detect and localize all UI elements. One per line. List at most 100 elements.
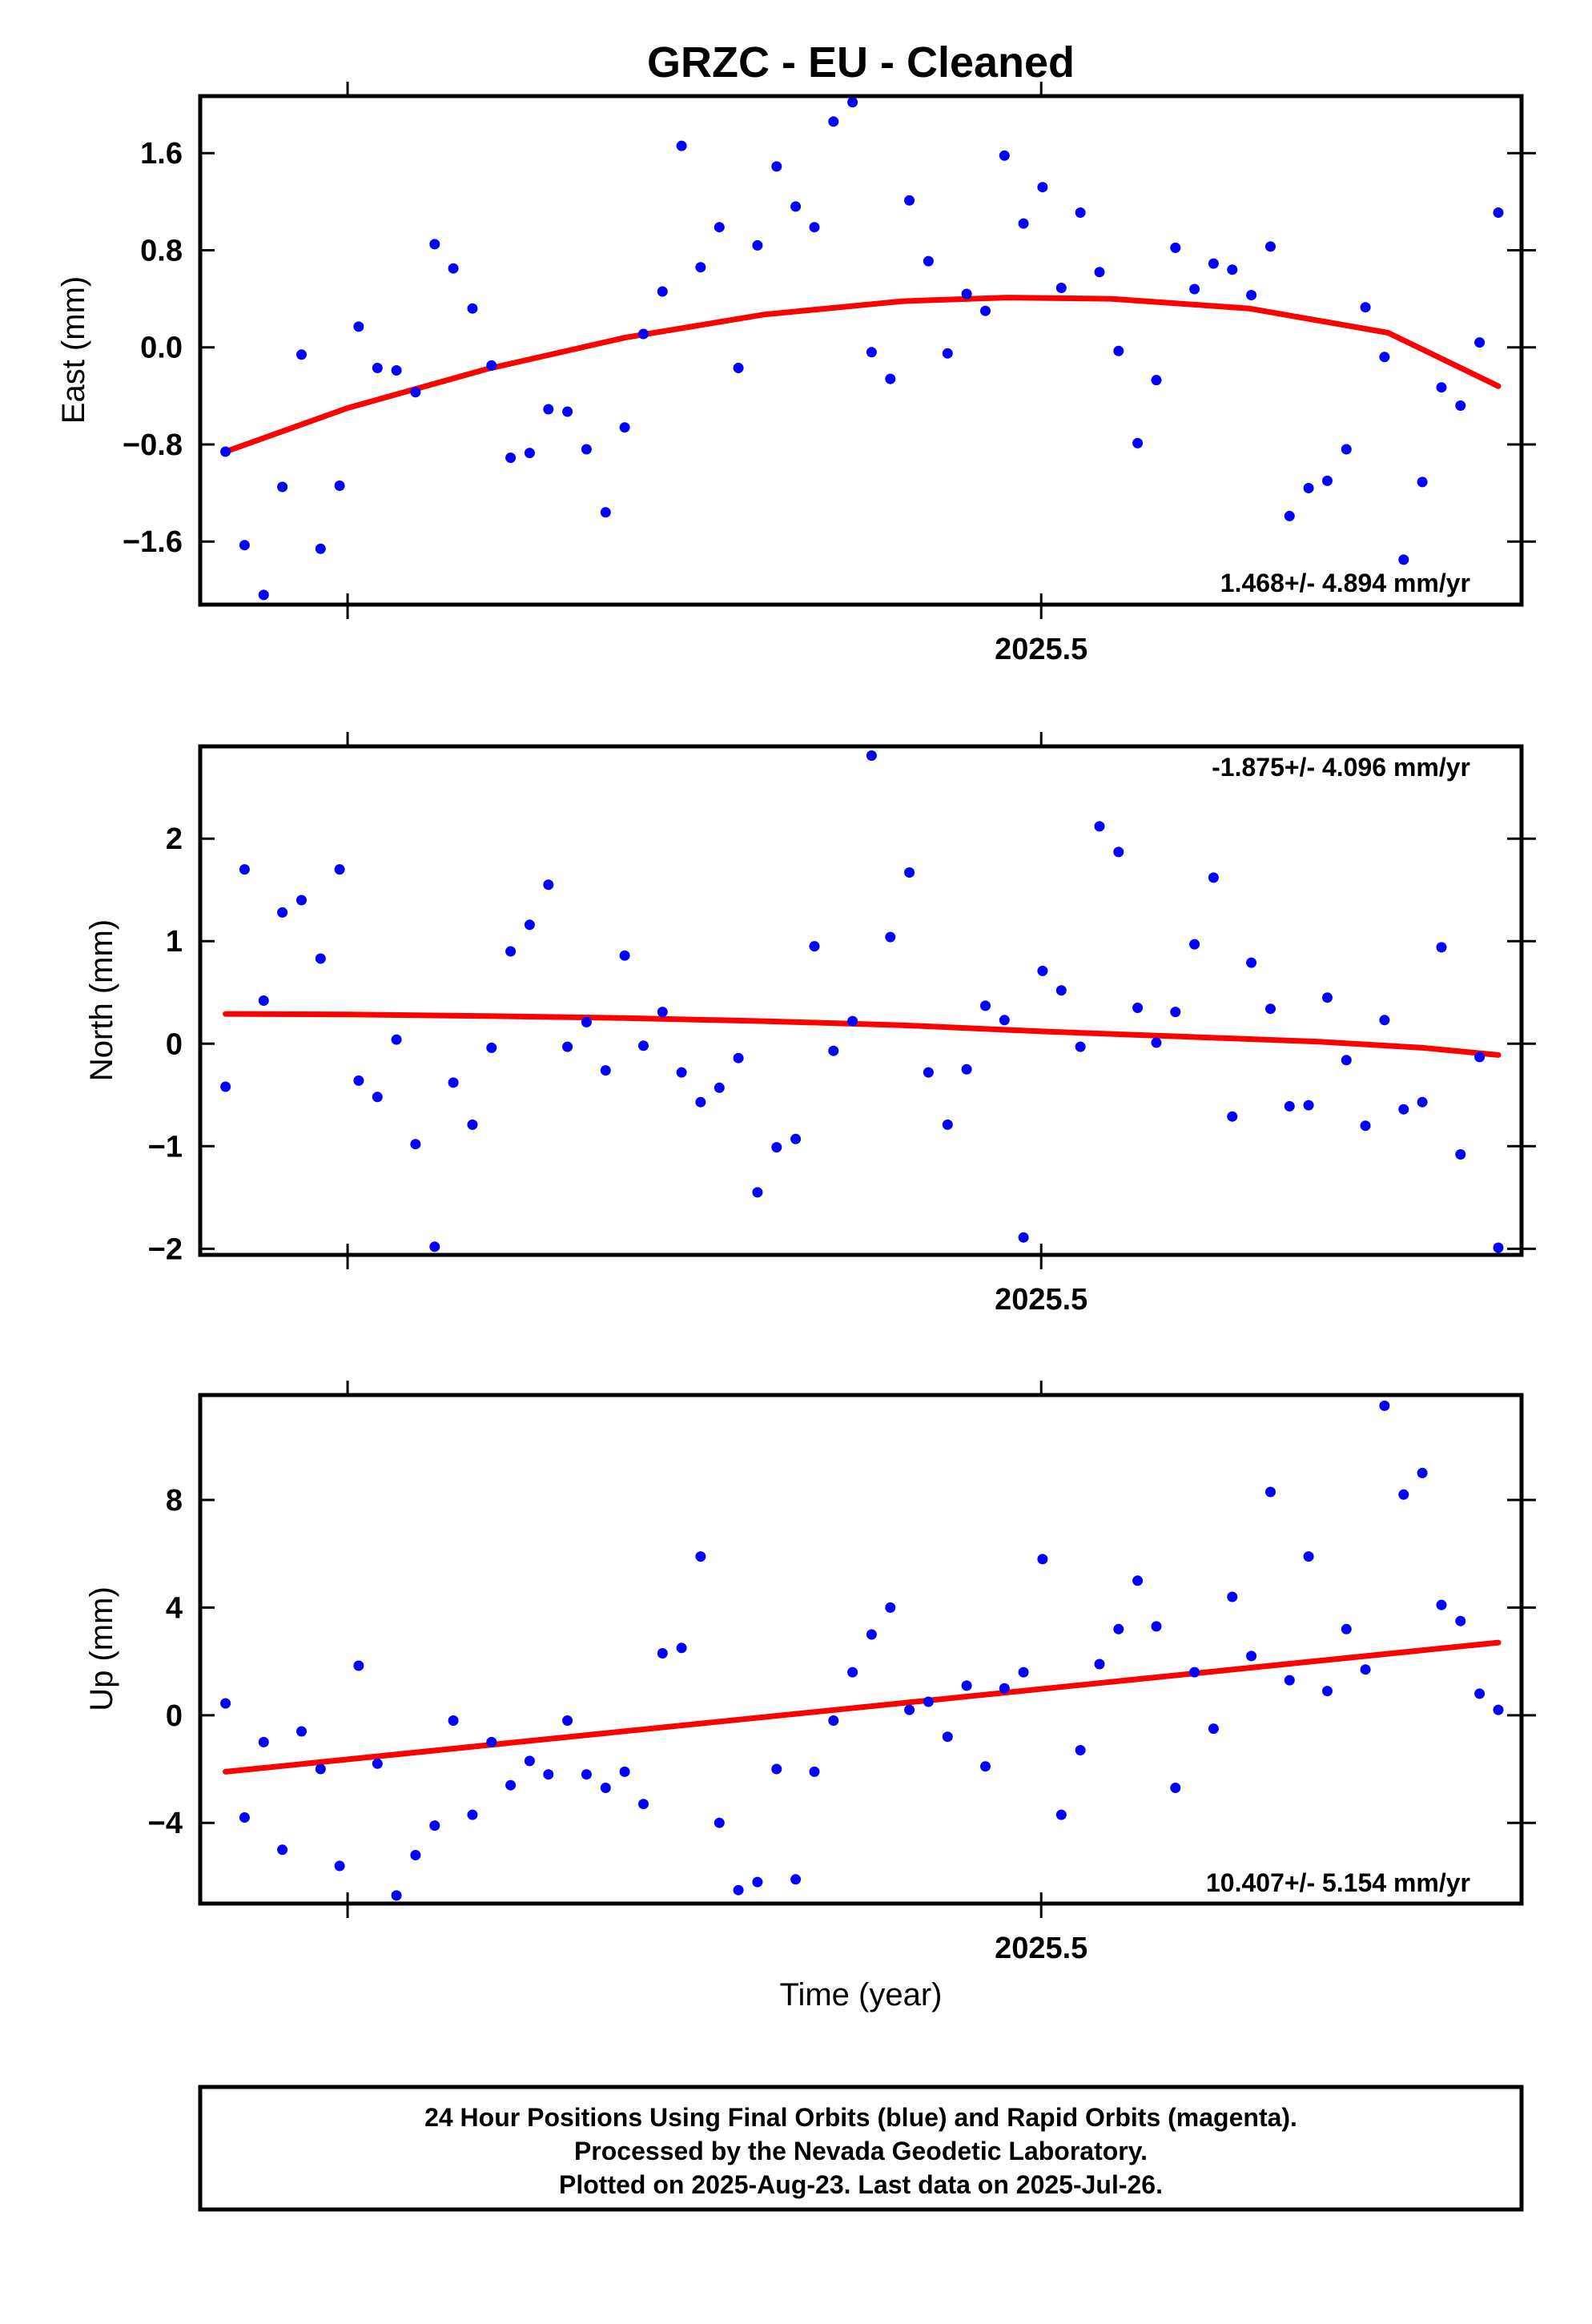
north-data-point — [1113, 846, 1124, 858]
up-plot-frame — [198, 1393, 1524, 1906]
up-ytick-label: 4 — [166, 1591, 183, 1625]
footer-box — [198, 2085, 1524, 2212]
east-data-point — [1303, 483, 1314, 493]
east-data-point — [391, 365, 402, 376]
east-data-point — [809, 222, 820, 233]
east-data-point — [999, 150, 1010, 161]
east-data-point — [1455, 400, 1466, 411]
up-data-point — [258, 1736, 269, 1747]
north-data-point — [1265, 1003, 1276, 1015]
east-plot-frame — [198, 94, 1524, 607]
east-data-point — [486, 360, 497, 371]
east-data-point — [1474, 337, 1485, 348]
east-rate-label: 1.468+/- 4.894 mm/yr — [1220, 569, 1470, 597]
up-data-point — [1113, 1623, 1124, 1634]
east-data-point — [695, 262, 706, 273]
east-data-point — [866, 347, 877, 358]
north-data-point — [676, 1067, 687, 1078]
north-data-point — [448, 1077, 459, 1088]
north-panel: −2 −1 0 1 2 2025.5 North (mm) -1.875+/- 4.096… — [84, 732, 1536, 1317]
north-plot-frame — [198, 744, 1524, 1257]
up-data-point — [391, 1890, 402, 1901]
north-data-point — [980, 1000, 991, 1011]
north-data-point — [790, 1133, 802, 1144]
up-data-point — [581, 1769, 592, 1780]
north-data-point — [847, 1015, 858, 1027]
up-data-point — [961, 1680, 972, 1691]
north-data-point — [391, 1034, 402, 1045]
east-data-point — [828, 116, 839, 127]
up-data-point — [619, 1766, 630, 1777]
east-data-point — [277, 481, 288, 493]
north-data-point — [486, 1042, 497, 1053]
up-data-point — [1132, 1575, 1144, 1586]
north-data-point — [600, 1065, 611, 1076]
north-data-point — [1322, 992, 1333, 1003]
north-fit-line — [223, 1011, 1502, 1058]
north-data-point — [1303, 1100, 1314, 1111]
north-data-point — [315, 953, 326, 964]
footer-line-plotted: Plotted on 2025-Aug-23. Last data on 202… — [559, 2170, 1163, 2199]
up-data-point — [1075, 1745, 1086, 1755]
east-data-point — [1113, 345, 1124, 356]
up-ytick-label: −4 — [148, 1807, 183, 1840]
east-data-point — [942, 348, 953, 359]
up-data-point — [1018, 1667, 1029, 1678]
up-data-point — [1037, 1554, 1048, 1565]
x-axis-label: Time (year) — [780, 1977, 943, 2012]
north-data-point — [1018, 1232, 1029, 1243]
up-ticks: −4 0 4 8 2025.5 — [148, 1381, 1536, 1965]
east-ytick-label: 0.0 — [140, 332, 183, 365]
up-data-point — [1379, 1400, 1390, 1411]
up-data-point — [562, 1715, 573, 1726]
east-data-point — [847, 97, 858, 108]
north-data-point — [866, 750, 877, 761]
up-data-point — [828, 1715, 839, 1726]
up-data-point — [1360, 1664, 1371, 1675]
east-data-point — [790, 201, 802, 212]
north-data-point — [467, 1119, 478, 1130]
east-data-point — [904, 195, 915, 206]
north-data-point — [657, 1007, 668, 1018]
north-data-point — [1208, 872, 1219, 883]
up-data-point — [220, 1698, 231, 1709]
north-data-point — [543, 879, 554, 891]
up-data-point — [999, 1683, 1010, 1694]
north-data-point — [581, 1016, 592, 1027]
north-data-point — [353, 1075, 364, 1086]
up-rate-label: 10.407+/- 5.154 mm/yr — [1206, 1868, 1470, 1897]
north-data-point — [1170, 1007, 1181, 1018]
up-data-point — [1170, 1783, 1181, 1793]
up-data-point — [239, 1812, 250, 1823]
east-ytick-label: −1.6 — [123, 525, 183, 559]
up-data-point — [752, 1876, 763, 1888]
up-data-point — [467, 1809, 478, 1820]
east-fit-line — [223, 295, 1502, 455]
up-ytick-label: 0 — [166, 1699, 183, 1733]
north-data-point — [277, 907, 288, 918]
up-data-point — [638, 1799, 649, 1810]
east-data-point — [733, 363, 744, 373]
east-data-point — [258, 589, 269, 601]
north-data-point — [410, 1139, 421, 1150]
east-ytick-label: 0.8 — [140, 234, 183, 267]
north-data-point — [714, 1082, 725, 1093]
east-data-point — [1227, 264, 1238, 275]
up-data-point — [410, 1850, 421, 1860]
north-data-point — [1189, 939, 1200, 950]
up-data-point — [1398, 1489, 1409, 1500]
up-data-point — [334, 1860, 345, 1872]
north-rate-label: -1.875+/- 4.096 mm/yr — [1212, 753, 1470, 782]
east-data-point — [562, 406, 573, 417]
north-data-point — [1379, 1015, 1390, 1026]
east-data-point — [467, 303, 478, 314]
east-data-point — [752, 239, 763, 251]
north-data-point — [1398, 1104, 1409, 1115]
east-data-point — [543, 404, 554, 415]
east-data-point — [1417, 476, 1428, 488]
north-data-point — [752, 1187, 763, 1198]
east-data-point — [1170, 242, 1181, 253]
east-data-point — [1436, 382, 1447, 393]
east-data-point — [676, 140, 687, 151]
east-data-point — [1284, 510, 1295, 521]
